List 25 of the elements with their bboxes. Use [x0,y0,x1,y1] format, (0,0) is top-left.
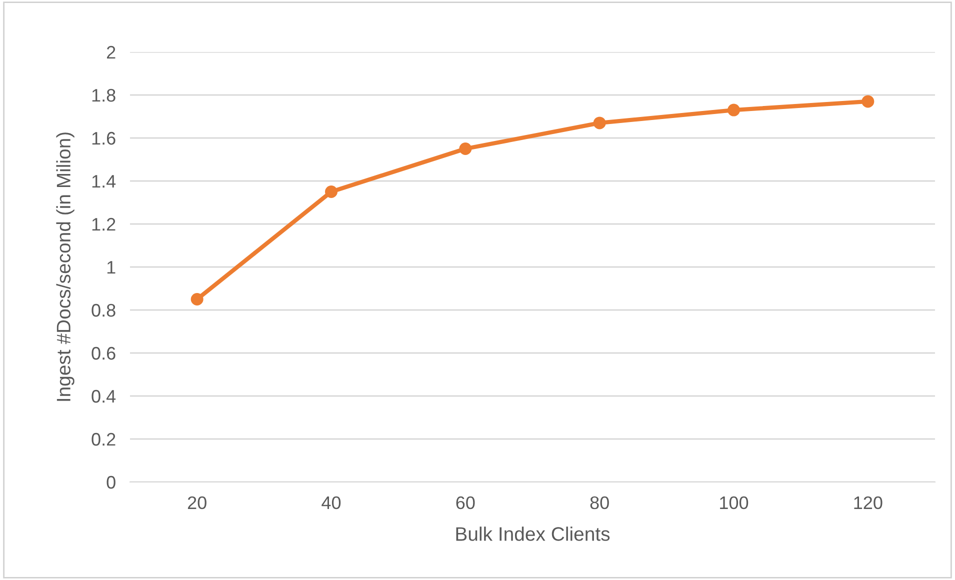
x-tick-label: 60 [456,496,475,510]
y-tick-label: 0.2 [92,432,116,446]
y-axis-title: Ingest #Docs/second (in Milion) [56,132,74,401]
y-tick-label: 1.4 [92,175,116,188]
x-axis-title: Bulk Index Clients [456,526,610,541]
y-tick-label: 1.6 [92,132,116,145]
x-tick-label: 20 [188,496,206,510]
y-tick-label: 2 [106,46,116,59]
point [728,104,740,116]
y-tick-label: 0.6 [92,346,116,360]
point [459,142,472,155]
point [593,116,606,130]
y-tick-label: 1.8 [92,88,116,102]
y-tick-label: 1 [107,261,116,274]
y-tick-label: 0.8 [92,304,116,317]
y-tick-label: 0 [106,476,116,489]
point [190,293,204,306]
x-tick-label: 40 [322,496,341,510]
y-tick-label: 1.2 [92,218,116,231]
x-tick-label: 120 [854,496,882,510]
x-tick-label: 100 [720,496,748,510]
y-tick-label: 0.4 [92,390,116,403]
point [862,95,874,108]
x-tick-label: 80 [590,496,609,510]
point [325,186,338,198]
